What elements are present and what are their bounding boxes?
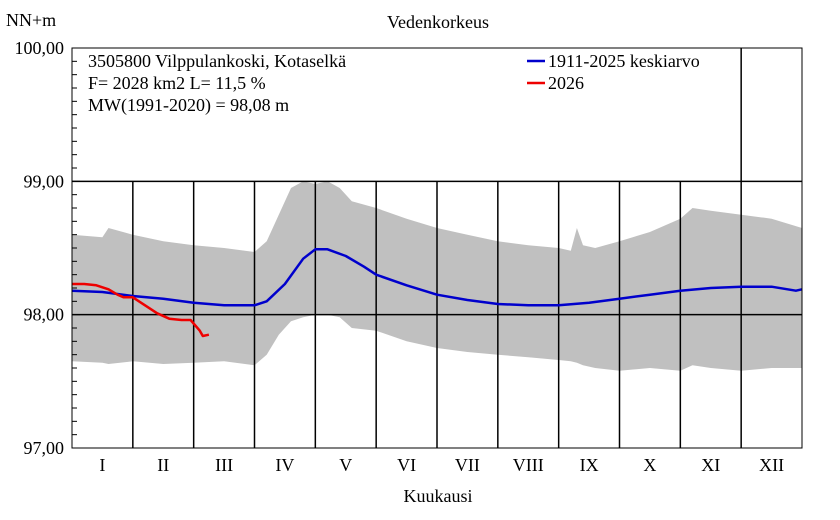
- x-tick-label: II: [157, 455, 169, 475]
- y-tick-label: 100,00: [15, 38, 65, 58]
- legend-label-mean: 1911-2025 keskiarvo: [548, 51, 700, 71]
- station-name: 3505800 Vilppulankoski, Kotaselkä: [88, 51, 346, 71]
- legend-label-current: 2026: [548, 73, 584, 93]
- grid-layer: [72, 48, 802, 448]
- x-tick-label: XI: [701, 455, 720, 475]
- catchment-area: F= 2028 km2 L= 11,5 %: [88, 73, 266, 93]
- chart-title: Vedenkorkeus: [387, 12, 489, 32]
- mean-water-level: MW(1991-2020) = 98,08 m: [88, 95, 289, 116]
- x-tick-label: V: [339, 455, 352, 475]
- x-tick-label: VIII: [513, 455, 544, 475]
- x-tick-label: X: [643, 455, 656, 475]
- y-axis-unit-label: NN+m: [6, 10, 56, 30]
- x-tick-label: III: [215, 455, 233, 475]
- y-tick-label: 99,00: [24, 171, 65, 191]
- y-tick-label: 98,00: [24, 305, 65, 325]
- series-layer: [71, 248, 803, 338]
- series-line-2026: [72, 282, 210, 338]
- x-tick-label: XII: [759, 455, 784, 475]
- info-box: 3505800 Vilppulankoski, Kotaselkä F= 202…: [88, 51, 346, 116]
- y-tick-label: 97,00: [24, 438, 65, 458]
- series-line-mean: [71, 248, 803, 307]
- x-tick-label: IX: [580, 455, 599, 475]
- legend: 1911-2025 keskiarvo 2026: [527, 51, 700, 93]
- x-tick-label: I: [99, 455, 105, 475]
- x-tick-label: VII: [455, 455, 480, 475]
- x-axis-label: Kuukausi: [404, 486, 473, 506]
- x-tick-label: VI: [397, 455, 416, 475]
- x-tick-label: IV: [275, 455, 294, 475]
